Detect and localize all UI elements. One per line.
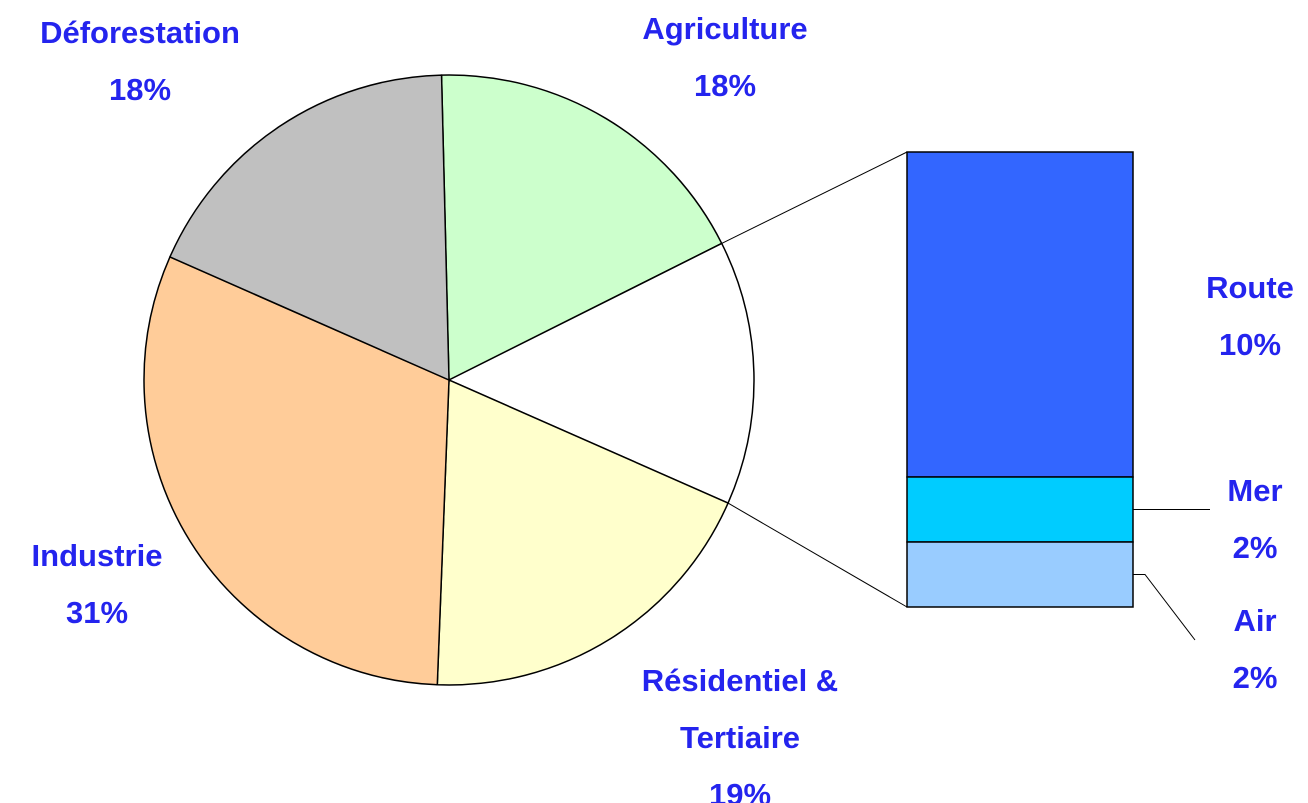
category-label: Industrie: [31, 538, 163, 573]
data-label: Mer 2%: [1185, 462, 1308, 576]
bar-segment: [906, 476, 1134, 543]
pie-slice: [447, 242, 755, 505]
data-label: Agriculture 18%: [565, 0, 885, 114]
leader-line: [1133, 574, 1196, 641]
pie-slice: [440, 74, 723, 382]
pie-slice: [436, 378, 730, 686]
connector-line: [727, 502, 908, 608]
data-label: Résidentiel & Tertiaire 19%: [580, 652, 900, 803]
data-label: Déforestation 18%: [0, 4, 300, 118]
category-label: Route: [1206, 270, 1294, 305]
value-label: 2%: [1232, 660, 1278, 695]
value-label: 18%: [693, 68, 757, 103]
category-label: Air: [1233, 603, 1277, 638]
category-label: Mer: [1227, 473, 1283, 508]
value-label: 18%: [108, 72, 172, 107]
bar-segment: [906, 541, 1134, 608]
category-label: Résidentiel & Tertiaire: [641, 663, 839, 755]
value-label: 10%: [1218, 327, 1282, 362]
category-label: Agriculture: [642, 11, 808, 46]
data-label: Route 10%: [1180, 259, 1308, 373]
bar-segment: [906, 151, 1134, 478]
pie-slice: [168, 74, 450, 382]
data-label: Industrie 31%: [0, 527, 227, 641]
pie-slice: [143, 255, 450, 686]
data-label: Air 2%: [1185, 592, 1308, 706]
connector-line: [721, 151, 908, 244]
value-label: 2%: [1232, 530, 1278, 565]
category-label: Déforestation: [40, 15, 240, 50]
value-label: 31%: [65, 595, 129, 630]
value-label: 19%: [708, 777, 772, 803]
